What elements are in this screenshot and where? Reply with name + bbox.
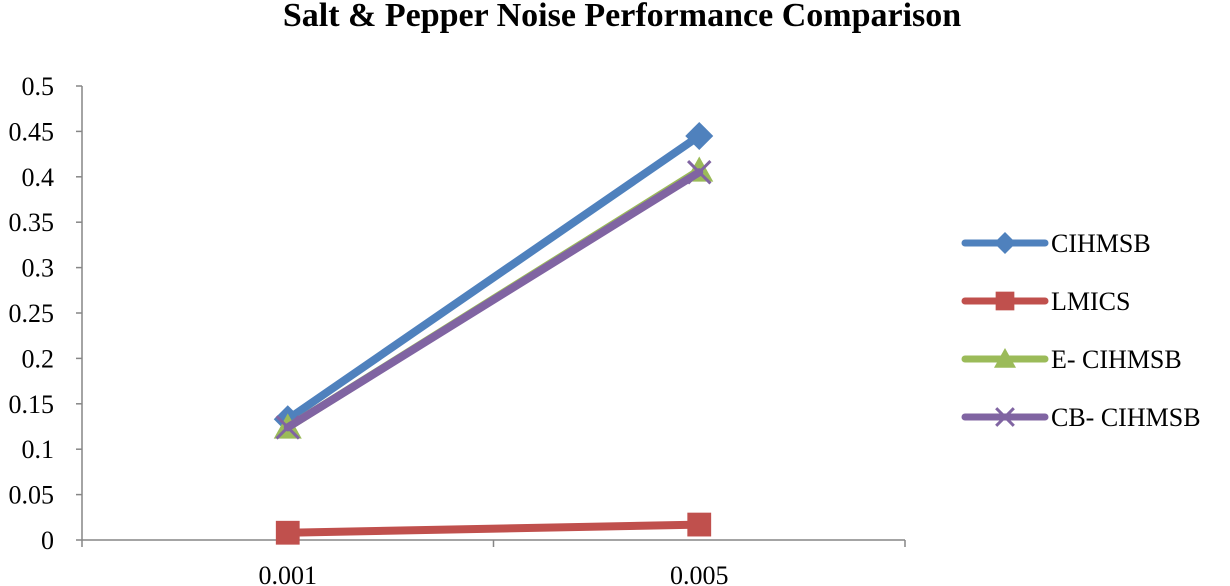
data-point [275, 520, 300, 545]
data-point [275, 415, 301, 440]
legend-label: LMICS [1051, 287, 1130, 316]
series-cihmsb [273, 121, 714, 434]
legend-item: CIHMSB [961, 229, 1151, 258]
data-point [685, 121, 714, 150]
legend-marker [995, 407, 1015, 427]
y-tick-label: 0.25 [9, 299, 55, 328]
y-tick-label: 0.2 [22, 344, 55, 373]
legend-item: CB- CIHMSB [961, 403, 1201, 432]
legend-marker [995, 291, 1015, 311]
y-tick-label: 0 [41, 526, 54, 555]
x-marker-stroke [275, 415, 301, 440]
x-marker-stroke [686, 159, 712, 185]
y-tick-label: 0.4 [22, 163, 55, 192]
x-tick-label: 0.001 [259, 561, 318, 586]
chart-series [273, 121, 714, 545]
y-tick-label: 0.5 [22, 72, 55, 101]
x-tick-label: 0.005 [670, 561, 729, 586]
legend-label: E- CIHMSB [1051, 345, 1182, 374]
data-point [686, 159, 712, 185]
y-tick-label: 0.15 [9, 390, 55, 419]
series-line [283, 168, 704, 432]
x-marker-stroke [995, 407, 1015, 427]
series-line [283, 520, 704, 537]
y-tick-label: 0.1 [22, 435, 55, 464]
legend-label: CB- CIHMSB [1051, 403, 1201, 432]
chart-legend: CIHMSB LMICS E- CIHMSB CB- CIHMSB [961, 229, 1201, 432]
data-point [687, 512, 712, 537]
series-line [283, 131, 704, 424]
legend-marker [994, 348, 1016, 368]
series-lmics [275, 512, 712, 545]
series-cb-cihmsb [275, 159, 712, 440]
legend-marker [994, 232, 1016, 254]
legend-item: LMICS [961, 287, 1130, 316]
legend-label: CIHMSB [1051, 229, 1151, 258]
y-tick-label: 0.05 [9, 481, 55, 510]
y-tick-label: 0.45 [9, 117, 55, 146]
chart-title: Salt & Pepper Noise Performance Comparis… [283, 0, 961, 34]
chart-axes: 0 0.05 0.1 0.15 0.2 0.25 0.3 0.35 0.4 0.45 0.5 0.00… [9, 72, 906, 586]
legend-item: E- CIHMSB [961, 345, 1182, 374]
y-tick-label: 0.35 [9, 208, 55, 237]
y-tick-label: 0.3 [22, 254, 55, 283]
